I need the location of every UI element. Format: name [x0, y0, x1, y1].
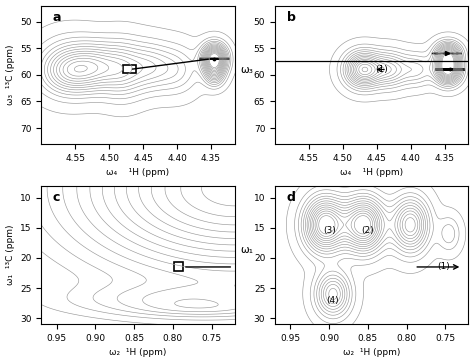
- X-axis label: ω₄    ¹H (ppm): ω₄ ¹H (ppm): [340, 168, 403, 178]
- X-axis label: ω₄    ¹H (ppm): ω₄ ¹H (ppm): [107, 168, 170, 178]
- Y-axis label: ω₁: ω₁: [240, 245, 253, 255]
- Text: (1): (1): [438, 262, 450, 272]
- Y-axis label: ω₁  ¹³C (ppm): ω₁ ¹³C (ppm): [6, 225, 15, 285]
- Text: (3): (3): [323, 226, 336, 235]
- Text: b: b: [287, 11, 295, 24]
- Text: (2): (2): [362, 226, 374, 235]
- Text: c: c: [53, 191, 60, 204]
- Y-axis label: ω₃: ω₃: [240, 65, 253, 75]
- Text: (4): (4): [327, 295, 339, 305]
- Y-axis label: ω₃  ¹³C (ppm): ω₃ ¹³C (ppm): [6, 45, 15, 105]
- X-axis label: ω₂  ¹H (ppm): ω₂ ¹H (ppm): [343, 348, 401, 358]
- Bar: [173, 262, 183, 272]
- Text: (1): (1): [375, 65, 388, 74]
- Bar: [123, 65, 136, 73]
- X-axis label: ω₂  ¹H (ppm): ω₂ ¹H (ppm): [109, 348, 167, 358]
- Text: a: a: [53, 11, 62, 24]
- Text: d: d: [287, 191, 295, 204]
